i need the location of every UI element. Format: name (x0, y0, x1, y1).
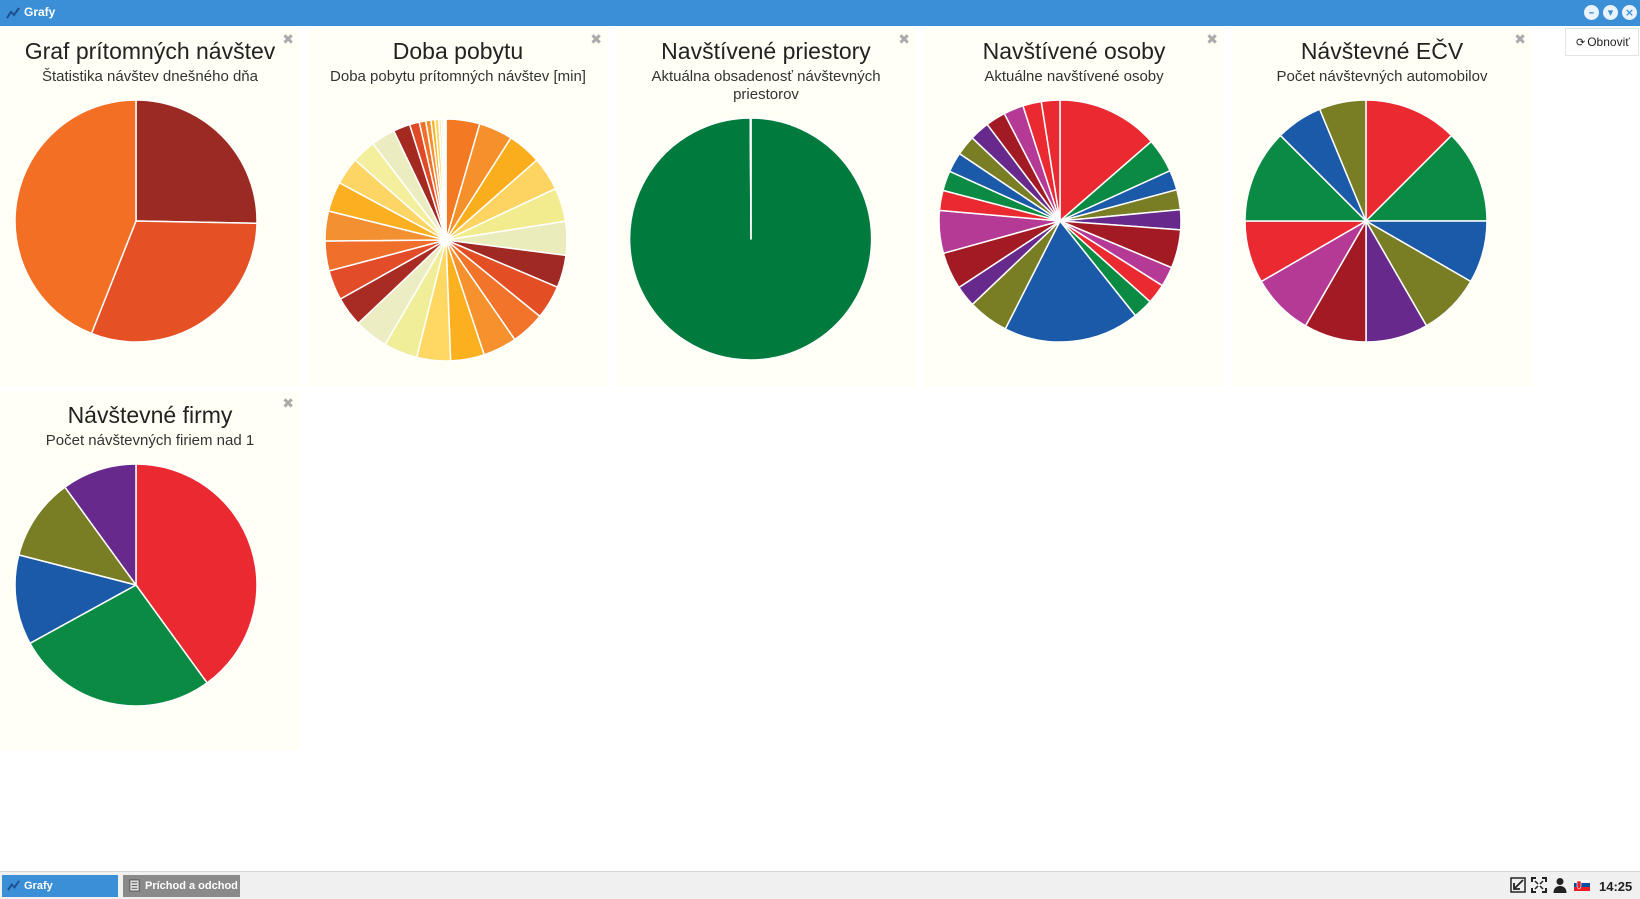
pie-slice[interactable] (1004, 220, 1137, 343)
chart-panel-present-visits: Graf prítomných návštev Štatistika návšt… (0, 28, 300, 386)
panel-close-icon[interactable]: ✖ (898, 32, 910, 48)
user-icon[interactable] (1553, 877, 1567, 893)
panel-title: Navštívené osoby (982, 38, 1166, 64)
panel-title: Doba pobytu (392, 38, 524, 64)
pie-slice[interactable] (29, 584, 208, 707)
pie-slice[interactable] (1365, 134, 1488, 222)
chart-panel-visiting-companies: Návštevné firmy Počet návštevných firiem… (0, 392, 300, 750)
taskbar-item-grafy[interactable]: Grafy (2, 875, 118, 897)
panel-subtitle: Štatistika návštev dnešného dňa (42, 68, 258, 85)
restore-window-icon[interactable] (1510, 877, 1526, 893)
refresh-button[interactable]: ⟳ Obnoviť (1565, 28, 1639, 56)
pie-chart-present-visits (14, 99, 258, 343)
pie-slice[interactable] (443, 118, 447, 241)
panel-title: Návštevné firmy (67, 402, 233, 428)
pie-slice[interactable] (1365, 99, 1453, 222)
task-label: Grafy (24, 880, 53, 892)
pie-slice[interactable] (1244, 134, 1367, 222)
chart-panel-license-plates: Návštevné EČV Počet návštevných automobi… (1232, 28, 1532, 386)
panel-title: Navštívené priestory (661, 38, 871, 64)
panel-subtitle: Počet návštevných firiem nad 1 (45, 432, 255, 449)
task-label: Príchod a odchod n (145, 880, 240, 892)
pie-slice[interactable] (135, 99, 258, 225)
pie-slice[interactable] (1059, 99, 1153, 222)
close-icon[interactable]: × (1622, 5, 1637, 20)
pie-chart-visited-rooms (628, 117, 873, 361)
pie-chart-visited-persons (938, 99, 1182, 343)
pie-slice[interactable] (14, 554, 137, 645)
panel-subtitle: Doba pobytu prítomných návštev [min] (330, 68, 586, 85)
pie-slice[interactable] (135, 463, 258, 684)
slovak-flag-icon[interactable] (1574, 879, 1590, 891)
panel-subtitle: Aktuálne navštívené osoby (984, 68, 1164, 85)
panel-subtitle: Aktuálna obsadenosť návštevných priestor… (651, 68, 881, 103)
pie-chart-stay-duration (324, 118, 568, 362)
chart-panel-stay-duration: Doba pobytu Doba pobytu prítomných návšt… (308, 28, 608, 386)
chart-app-icon (7, 880, 20, 891)
restore-icon[interactable]: ▾ (1603, 5, 1618, 20)
chart-panel-visited-rooms: Navštívené priestory Aktuálna obsadenosť… (616, 28, 916, 386)
clock: 14:25 (1599, 879, 1633, 894)
chart-panel-visited-persons: Navštívené osoby Aktuálne navštívené oso… (924, 28, 1224, 386)
window-titlebar: Grafy – ▾ × (0, 0, 1640, 26)
panel-title: Graf prítomných návštev (24, 38, 276, 64)
pie-slice[interactable] (18, 486, 137, 586)
minimize-icon[interactable]: – (1584, 5, 1599, 20)
pie-slice[interactable] (1318, 99, 1367, 222)
panel-close-icon[interactable]: ✖ (1514, 32, 1526, 48)
pie-slice[interactable] (749, 117, 752, 240)
taskbar: Grafy Príchod a odchod n 14:25 (0, 871, 1640, 899)
panel-subtitle: Počet návštevných automobilov (1276, 68, 1488, 85)
document-icon (129, 879, 140, 892)
panel-title: Návštevné EČV (1300, 38, 1464, 64)
pie-slice[interactable] (64, 463, 137, 586)
panel-close-icon[interactable]: ✖ (282, 396, 294, 412)
pie-slice[interactable] (14, 99, 137, 335)
window-title: Grafy (24, 5, 56, 19)
pie-slice[interactable] (1040, 99, 1061, 222)
taskbar-item-arrival-departure[interactable]: Príchod a odchod n (123, 875, 240, 897)
refresh-icon: ⟳ (1576, 36, 1586, 49)
pie-slice[interactable] (90, 220, 258, 343)
fullscreen-icon[interactable] (1531, 877, 1547, 893)
panel-close-icon[interactable]: ✖ (1206, 32, 1218, 48)
pie-chart-visiting-companies (14, 463, 258, 707)
chart-app-icon (6, 7, 20, 19)
panel-close-icon[interactable]: ✖ (282, 32, 294, 48)
pie-chart-license-plates (1244, 99, 1488, 343)
panel-close-icon[interactable]: ✖ (590, 32, 602, 48)
refresh-label: Obnoviť (1587, 35, 1630, 49)
